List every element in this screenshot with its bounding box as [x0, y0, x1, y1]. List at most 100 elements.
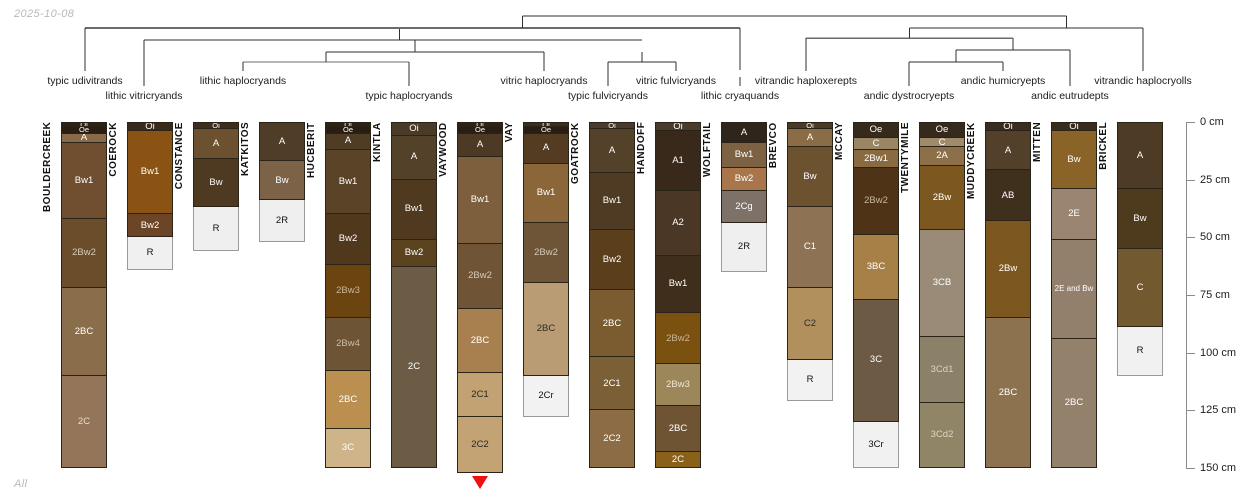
horizon[interactable]: C2 — [787, 288, 833, 360]
horizon[interactable]: Bw1 — [721, 142, 767, 169]
horizon[interactable]: 2BC — [523, 283, 569, 376]
horizon[interactable]: Bw2 — [589, 230, 635, 291]
horizon[interactable]: R — [127, 237, 173, 270]
horizon[interactable]: 2Bw2 — [655, 313, 701, 365]
horizon[interactable]: A — [721, 122, 767, 143]
horizon[interactable]: 3Cd1 — [919, 336, 965, 404]
horizon[interactable]: 2Bw2 — [523, 223, 569, 284]
horizon[interactable]: C — [919, 138, 965, 148]
horizon[interactable]: Bw1 — [523, 163, 569, 224]
horizon[interactable]: 2E — [1051, 188, 1097, 240]
horizon[interactable]: 2A — [919, 147, 965, 166]
horizon[interactable]: Oe — [325, 126, 371, 134]
horizon-column[interactable]: Oe C 2Bw1 2Bw2 3BC 3C 3Cr — [853, 122, 899, 468]
horizon[interactable]: A — [61, 133, 107, 143]
horizon[interactable]: Bw2 — [127, 214, 173, 238]
horizon[interactable]: Oi — [127, 122, 173, 132]
horizon[interactable]: 2BC — [61, 288, 107, 376]
horizon[interactable]: 2BC — [325, 371, 371, 429]
horizon-column[interactable]: Oi Bw 2E 2E and Bw 2BC — [1051, 122, 1097, 469]
horizon[interactable]: Bw — [1117, 188, 1163, 249]
horizon[interactable]: A — [391, 135, 437, 180]
horizon-column[interactable]: A Bw 2R — [259, 122, 305, 242]
horizon[interactable]: A — [1117, 122, 1163, 189]
horizon-column[interactable]: Oi Oe A Bw1 2Bw2 2BC 2Cr — [523, 122, 569, 418]
horizon[interactable]: Oi — [985, 122, 1031, 132]
horizon-column[interactable]: Oi Bw1 Bw2 R — [127, 122, 173, 270]
horizon-column[interactable]: Oi A Bw R — [193, 122, 239, 252]
horizon[interactable]: Oi — [655, 122, 701, 132]
horizon-column[interactable]: Oi Oe A Bw1 2Bw2 2BC 2C — [61, 122, 107, 468]
horizon[interactable]: A2 — [655, 191, 701, 256]
horizon[interactable]: 3CB — [919, 230, 965, 337]
horizon[interactable]: Bw2 — [391, 239, 437, 268]
horizon[interactable]: 3Cr — [853, 421, 899, 468]
horizon[interactable]: Bw1 — [457, 156, 503, 245]
horizon-column[interactable]: Oi A Bw1 Bw2 2C — [391, 122, 437, 468]
horizon[interactable]: 3Cd2 — [919, 403, 965, 468]
horizon[interactable]: C1 — [787, 207, 833, 289]
horizon[interactable]: 2Bw2 — [61, 218, 107, 289]
horizon[interactable]: 2Cg — [721, 191, 767, 224]
horizon-column[interactable]: A Bw C R — [1117, 122, 1163, 376]
horizon[interactable]: Oe — [853, 122, 899, 139]
horizon[interactable]: Bw1 — [61, 142, 107, 219]
horizon[interactable]: 2Bw3 — [655, 364, 701, 406]
horizon[interactable]: 2Bw — [985, 221, 1031, 319]
horizon[interactable]: 2BC — [655, 405, 701, 452]
horizon[interactable]: 2C — [655, 451, 701, 468]
horizon[interactable]: Oi — [1051, 122, 1097, 132]
horizon-column[interactable]: Oi A Bw C1 C2 R — [787, 122, 833, 402]
horizon[interactable]: A — [985, 131, 1031, 171]
horizon[interactable]: 2R — [259, 200, 305, 242]
horizon[interactable]: 2Bw2 — [853, 168, 899, 236]
horizon[interactable]: R — [787, 359, 833, 402]
horizon[interactable]: C — [1117, 248, 1163, 328]
horizon[interactable]: A1 — [655, 131, 701, 192]
horizon[interactable]: Bw1 — [391, 179, 437, 240]
horizon[interactable]: Bw1 — [127, 131, 173, 215]
horizon-column[interactable]: A Bw1 Bw2 2Cg 2R — [721, 122, 767, 272]
horizon[interactable]: 3C — [325, 428, 371, 468]
horizon[interactable]: Bw — [1051, 131, 1097, 189]
horizon[interactable]: Bw — [787, 147, 833, 208]
horizon[interactable]: 2C1 — [589, 357, 635, 411]
horizon[interactable]: Bw1 — [325, 149, 371, 215]
horizon[interactable]: C — [853, 138, 899, 150]
horizon[interactable]: 2C1 — [457, 373, 503, 418]
horizon[interactable]: 2C — [391, 267, 437, 468]
horizon[interactable]: Bw1 — [655, 255, 701, 314]
horizon[interactable]: 3C — [853, 299, 899, 422]
horizon[interactable]: A — [325, 133, 371, 150]
horizon-column[interactable]: Oi Oe A Bw1 Bw2 2Bw3 2Bw4 2BC 3C — [325, 122, 371, 468]
horizon[interactable]: Oi — [193, 122, 239, 129]
horizon[interactable]: A — [589, 128, 635, 173]
horizon[interactable]: A — [457, 133, 503, 157]
horizon[interactable]: 2Bw2 — [457, 244, 503, 309]
horizon[interactable]: Oi — [787, 122, 833, 129]
horizon[interactable]: Bw2 — [721, 168, 767, 192]
horizon[interactable]: 2C2 — [589, 410, 635, 468]
horizon-column[interactable]: Oi A Bw1 Bw2 2BC 2C1 2C2 — [589, 122, 635, 468]
horizon[interactable]: 2Bw1 — [853, 149, 899, 169]
horizon-column[interactable]: Oi Oe A Bw1 2Bw2 2BC 2C1 2C2 — [457, 122, 503, 473]
horizon[interactable]: 2R — [721, 223, 767, 272]
horizon[interactable]: 2BC — [457, 308, 503, 374]
horizon[interactable]: A — [523, 133, 569, 164]
horizon[interactable]: 2BC — [589, 290, 635, 358]
horizon[interactable]: 2E and Bw — [1051, 239, 1097, 339]
horizon[interactable]: Oi — [391, 122, 437, 136]
horizon[interactable]: 2Bw — [919, 165, 965, 231]
horizon[interactable]: R — [193, 207, 239, 252]
horizon-column[interactable]: Oi A1 A2 Bw1 2Bw2 2Bw3 2BC 2C — [655, 122, 701, 468]
horizon[interactable]: 3BC — [853, 235, 899, 300]
horizon[interactable]: Oe — [919, 122, 965, 139]
horizon[interactable]: A — [259, 122, 305, 162]
horizon[interactable]: Bw2 — [325, 214, 371, 265]
horizon[interactable]: 2C — [61, 375, 107, 468]
horizon[interactable]: R — [1117, 327, 1163, 376]
horizon[interactable]: 2BC — [1051, 338, 1097, 469]
horizon[interactable]: A — [193, 128, 239, 159]
horizon[interactable]: 2C2 — [457, 417, 503, 473]
horizon[interactable]: 2BC — [985, 318, 1031, 469]
